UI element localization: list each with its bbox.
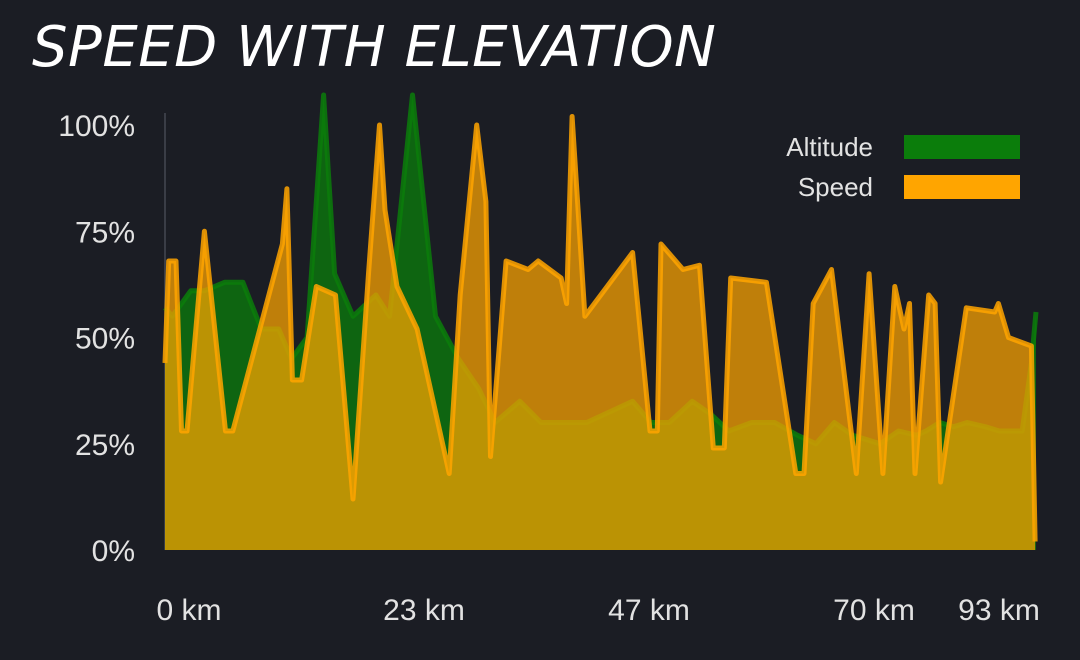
x-tick-label: 93 km bbox=[958, 594, 1040, 627]
plot-area bbox=[165, 95, 1036, 550]
legend-label-speed: Speed bbox=[798, 172, 873, 202]
x-tick-label: 0 km bbox=[156, 594, 221, 627]
y-tick-label: 25% bbox=[75, 429, 135, 462]
legend: Altitude Speed bbox=[786, 132, 1020, 202]
legend-swatch-speed bbox=[904, 175, 1020, 199]
y-tick-label: 75% bbox=[75, 216, 135, 249]
legend-label-altitude: Altitude bbox=[786, 132, 873, 162]
y-tick-label: 100% bbox=[58, 110, 135, 143]
y-tick-label: 0% bbox=[92, 535, 135, 568]
legend-swatch-altitude bbox=[904, 135, 1020, 159]
x-tick-label: 23 km bbox=[383, 594, 465, 627]
x-tick-label: 70 km bbox=[833, 594, 915, 627]
y-tick-label: 50% bbox=[75, 323, 135, 356]
x-tick-label: 47 km bbox=[608, 594, 690, 627]
